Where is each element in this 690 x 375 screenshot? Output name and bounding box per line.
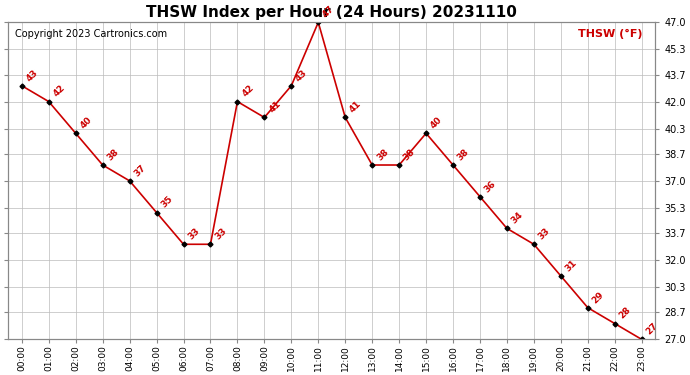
Text: 41: 41 [348,99,364,115]
Text: 41: 41 [267,99,282,115]
Text: 38: 38 [456,147,471,162]
Text: 37: 37 [132,163,148,178]
Text: 40: 40 [79,116,94,130]
Text: 28: 28 [618,306,633,321]
Text: 27: 27 [644,321,660,337]
Text: 38: 38 [106,147,121,162]
Text: 29: 29 [591,290,606,305]
Text: 40: 40 [429,116,444,130]
Text: 35: 35 [159,195,175,210]
Text: 36: 36 [483,179,498,194]
Text: 33: 33 [186,226,201,242]
Title: THSW Index per Hour (24 Hours) 20231110: THSW Index per Hour (24 Hours) 20231110 [146,5,518,20]
Text: 47: 47 [321,4,337,20]
Text: 31: 31 [564,258,579,273]
Text: 42: 42 [240,84,255,99]
Text: 33: 33 [537,226,552,242]
Text: Copyright 2023 Cartronics.com: Copyright 2023 Cartronics.com [14,28,167,39]
Text: 43: 43 [294,68,309,83]
Text: 33: 33 [213,226,228,242]
Text: 42: 42 [52,84,67,99]
Text: THSW (°F): THSW (°F) [578,28,642,39]
Text: 43: 43 [25,68,40,83]
Text: 38: 38 [402,147,417,162]
Text: 38: 38 [375,147,390,162]
Text: 34: 34 [510,210,525,226]
